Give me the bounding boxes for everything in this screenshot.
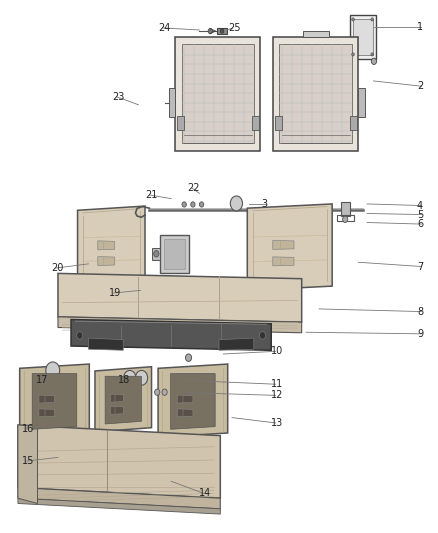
Polygon shape — [219, 338, 254, 350]
Polygon shape — [273, 240, 294, 249]
Text: 15: 15 — [22, 456, 35, 466]
Polygon shape — [39, 409, 54, 417]
Polygon shape — [98, 241, 115, 250]
Polygon shape — [176, 37, 260, 151]
Circle shape — [371, 53, 374, 56]
Text: 10: 10 — [271, 346, 283, 357]
Polygon shape — [303, 30, 328, 37]
Polygon shape — [160, 235, 188, 273]
Circle shape — [155, 389, 160, 395]
Polygon shape — [95, 367, 152, 432]
Polygon shape — [350, 116, 357, 130]
Text: 1: 1 — [417, 22, 423, 32]
Text: 7: 7 — [417, 262, 423, 271]
Circle shape — [220, 29, 224, 33]
Polygon shape — [177, 116, 184, 130]
Polygon shape — [152, 248, 160, 260]
Polygon shape — [273, 37, 358, 151]
Text: 14: 14 — [199, 488, 212, 498]
Text: 24: 24 — [158, 23, 170, 33]
Text: 17: 17 — [36, 375, 49, 385]
Circle shape — [352, 53, 354, 56]
Circle shape — [230, 196, 243, 211]
Polygon shape — [78, 206, 145, 289]
Polygon shape — [58, 273, 302, 322]
Polygon shape — [105, 376, 141, 424]
Polygon shape — [164, 239, 185, 269]
Text: 21: 21 — [145, 190, 157, 200]
Text: 22: 22 — [187, 183, 200, 193]
Polygon shape — [39, 395, 54, 403]
Polygon shape — [358, 88, 365, 117]
Text: 2: 2 — [417, 81, 423, 91]
Polygon shape — [32, 374, 77, 429]
Text: 20: 20 — [51, 263, 64, 273]
Circle shape — [162, 389, 167, 395]
Polygon shape — [88, 338, 123, 350]
Circle shape — [352, 18, 354, 21]
Text: 25: 25 — [229, 23, 241, 33]
Polygon shape — [353, 19, 373, 55]
Circle shape — [259, 332, 265, 339]
Polygon shape — [275, 116, 282, 130]
Polygon shape — [252, 116, 258, 130]
Text: 23: 23 — [113, 92, 125, 102]
Text: 3: 3 — [261, 199, 268, 209]
Polygon shape — [18, 425, 38, 504]
Polygon shape — [110, 406, 123, 414]
Polygon shape — [58, 317, 302, 333]
Circle shape — [135, 370, 148, 385]
Text: 5: 5 — [417, 209, 423, 220]
Text: 11: 11 — [271, 379, 283, 389]
Circle shape — [371, 58, 377, 64]
Text: 6: 6 — [417, 219, 423, 229]
Polygon shape — [18, 425, 220, 498]
Polygon shape — [110, 394, 123, 402]
Text: 9: 9 — [417, 329, 423, 339]
Circle shape — [191, 202, 195, 207]
Polygon shape — [158, 364, 228, 437]
Polygon shape — [71, 319, 271, 350]
Polygon shape — [169, 88, 176, 117]
Circle shape — [208, 28, 212, 34]
Polygon shape — [273, 257, 294, 266]
Text: 8: 8 — [417, 306, 423, 317]
Circle shape — [199, 202, 204, 207]
Polygon shape — [18, 498, 220, 514]
Polygon shape — [182, 44, 254, 143]
Polygon shape — [98, 256, 115, 265]
Circle shape — [343, 216, 348, 222]
Polygon shape — [177, 395, 193, 403]
Circle shape — [185, 354, 191, 361]
Circle shape — [77, 332, 83, 339]
Polygon shape — [350, 15, 376, 59]
Circle shape — [46, 362, 60, 379]
Text: 4: 4 — [417, 200, 423, 211]
Polygon shape — [18, 488, 220, 509]
Polygon shape — [20, 364, 89, 437]
Circle shape — [124, 370, 136, 385]
Text: 12: 12 — [271, 390, 283, 400]
Text: 19: 19 — [110, 288, 122, 298]
Polygon shape — [171, 374, 215, 429]
Polygon shape — [279, 44, 352, 143]
Text: 13: 13 — [271, 418, 283, 428]
Polygon shape — [341, 202, 350, 216]
Circle shape — [182, 202, 186, 207]
Polygon shape — [217, 28, 227, 34]
Polygon shape — [177, 409, 193, 417]
Circle shape — [154, 251, 159, 257]
Circle shape — [371, 18, 374, 21]
Text: 16: 16 — [22, 424, 35, 434]
Polygon shape — [247, 204, 332, 290]
Text: 18: 18 — [118, 375, 130, 385]
